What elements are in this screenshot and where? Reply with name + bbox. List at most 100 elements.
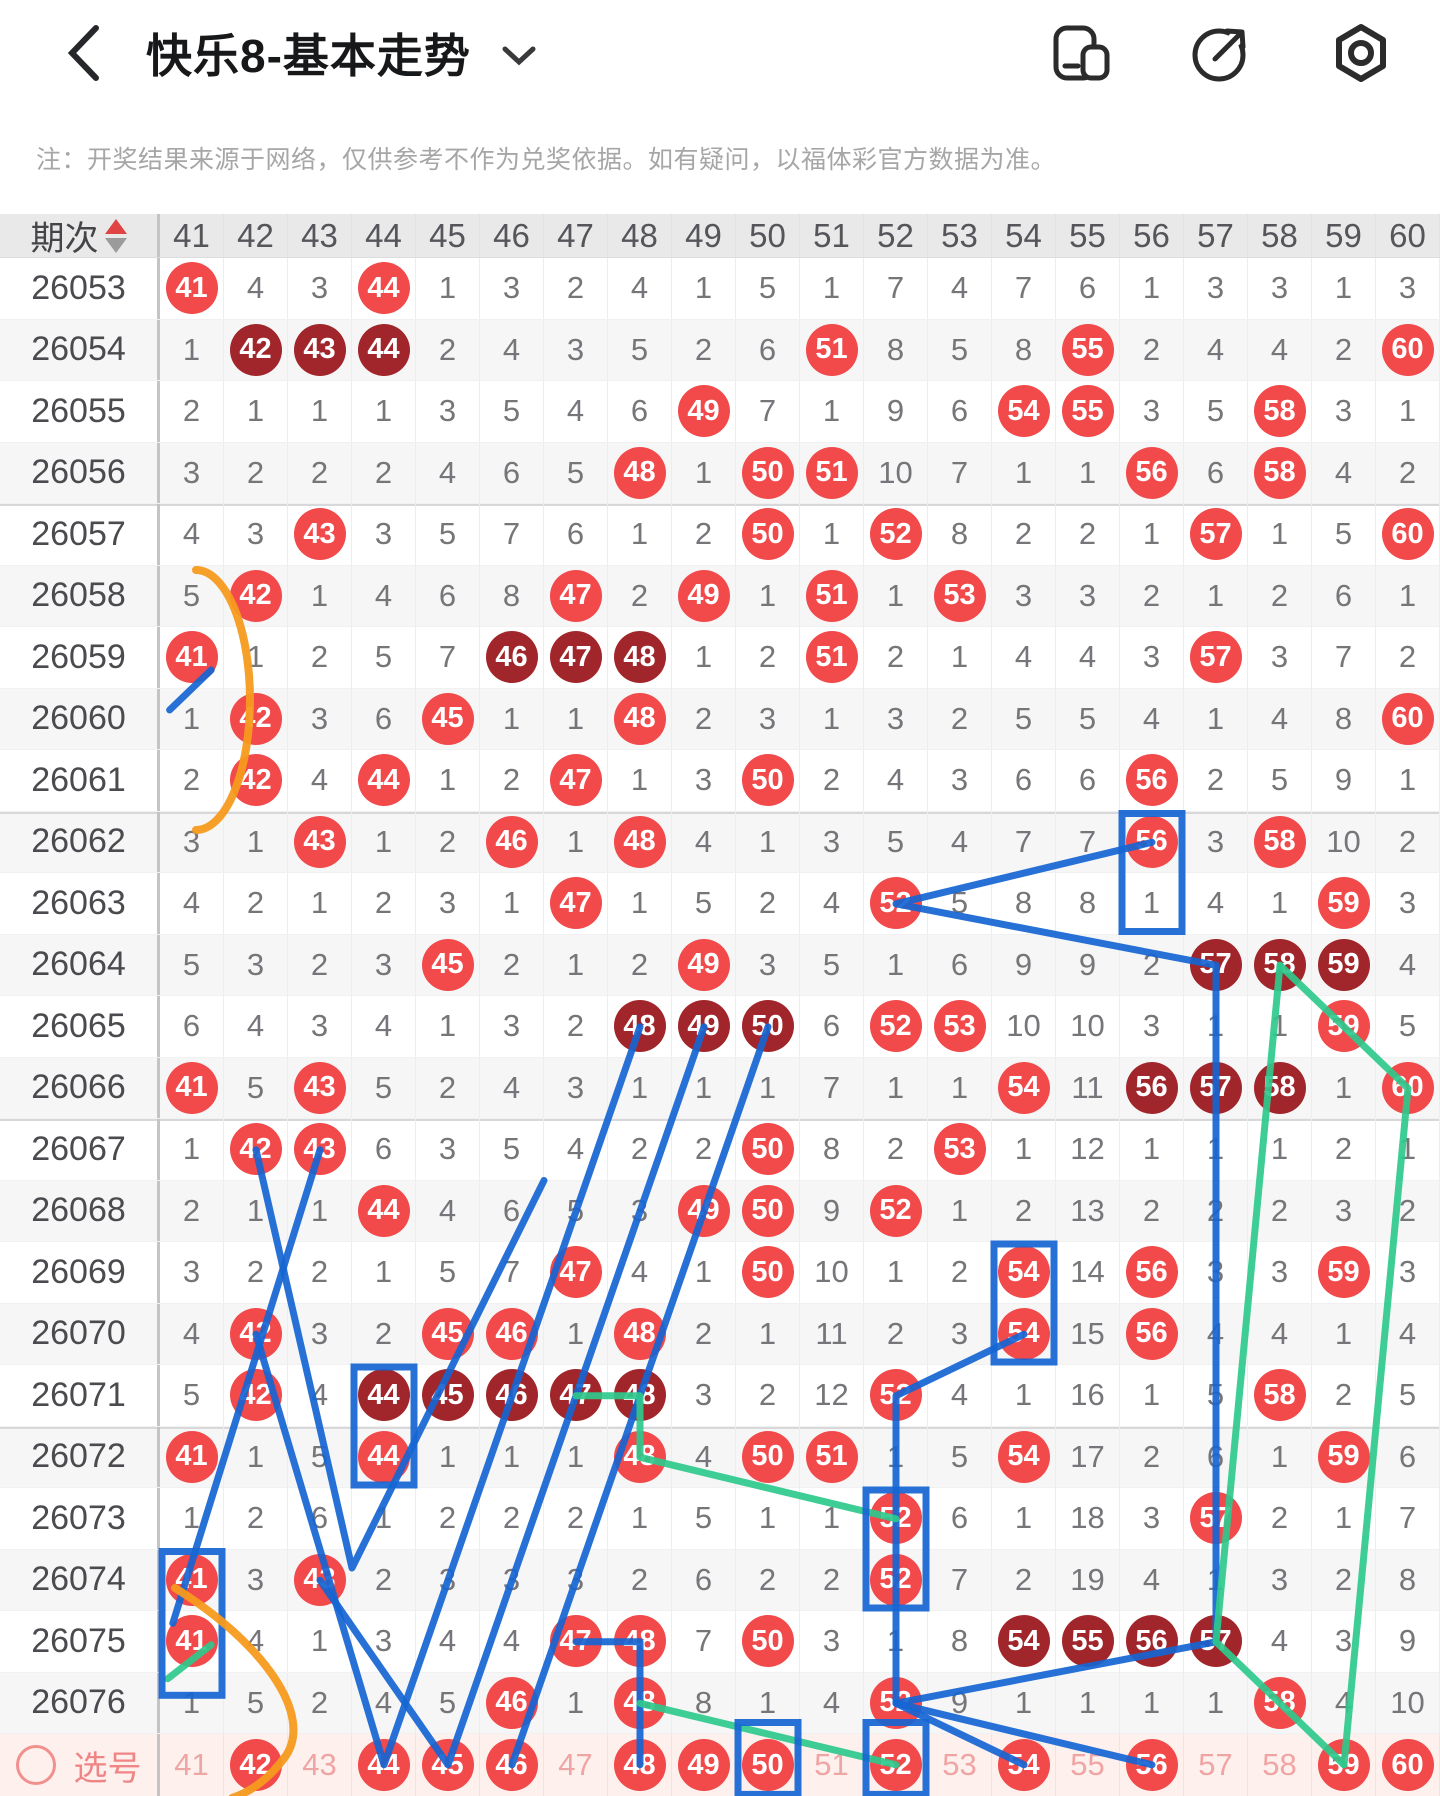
share-button[interactable]	[1190, 22, 1252, 84]
trend-row-26055: 26055 2 1 1 1 3 5 4 6 49 7 1 9 6 54 55 3 5 58 3 1	[0, 381, 1440, 443]
number-ball[interactable]: 46	[485, 1739, 538, 1791]
period-label: 26074	[0, 1549, 160, 1610]
number-ball: 52	[869, 1369, 922, 1422]
pick-ball-54[interactable]: 54	[992, 1734, 1056, 1796]
trend-cell: 10	[800, 1242, 864, 1303]
number-ball[interactable]: 50	[741, 1739, 794, 1791]
trend-cell: 3	[544, 319, 608, 380]
pick-ball-42[interactable]: 42	[224, 1734, 288, 1796]
pick-ball-60[interactable]: 60	[1376, 1734, 1440, 1796]
pick-ball-48[interactable]: 48	[608, 1734, 672, 1796]
trend-cell: 1	[1312, 1488, 1376, 1549]
page-title: 快乐8-基本走势	[146, 30, 471, 82]
trend-cell: 1	[1184, 1549, 1248, 1610]
number-ball[interactable]: 44	[357, 1739, 410, 1791]
number-ball: 43	[293, 1123, 346, 1176]
pick-radio-icon[interactable]	[15, 1745, 56, 1785]
trend-cell: 2	[480, 934, 544, 995]
trend-ball: 50	[736, 1180, 800, 1241]
number-ball: 42	[229, 1123, 282, 1176]
trend-cell: 2	[1312, 319, 1376, 380]
trend-cell: 1	[416, 1426, 480, 1487]
pick-ball-59[interactable]: 59	[1312, 1734, 1376, 1796]
pick-ball-52[interactable]: 52	[864, 1734, 928, 1796]
number-ball[interactable]: 45	[421, 1739, 474, 1791]
trend-cell: 1	[1120, 1119, 1184, 1180]
number-ball: 48	[613, 1307, 666, 1360]
trend-cell: 6	[992, 750, 1056, 811]
pick-ball-46[interactable]: 46	[480, 1734, 544, 1796]
column-header-56: 56	[1120, 214, 1184, 257]
number-ball: 45	[421, 1307, 474, 1360]
number-ball: 50	[741, 1430, 794, 1483]
trend-ball: 58	[1248, 811, 1312, 872]
number-ball[interactable]: 48	[613, 1739, 666, 1791]
trend-cell: 2	[608, 934, 672, 995]
column-header-49: 49	[672, 214, 736, 257]
pick-ball-50[interactable]: 50	[736, 1734, 800, 1796]
trend-ball: 58	[1248, 1057, 1312, 1118]
trend-cell: 3	[800, 1611, 864, 1672]
pick-number-53[interactable]: 53	[928, 1734, 992, 1796]
trend-cell: 4	[1376, 934, 1440, 995]
period-label: 26073	[0, 1488, 160, 1549]
pick-number-47[interactable]: 47	[544, 1734, 608, 1796]
trend-cell: 14	[1056, 1242, 1120, 1303]
trend-cell: 6	[608, 381, 672, 442]
number-ball[interactable]: 49	[677, 1739, 730, 1791]
trend-cell: 2	[928, 1242, 992, 1303]
trend-cell: 5	[352, 1057, 416, 1118]
trend-cell: 5	[160, 565, 224, 626]
trend-cell: 3	[160, 811, 224, 872]
trend-cell: 3	[544, 1057, 608, 1118]
trend-cell: 1	[1120, 504, 1184, 565]
trend-ball: 53	[928, 565, 992, 626]
pick-row-label[interactable]: 选号	[0, 1734, 160, 1796]
trend-cell: 1	[1248, 1426, 1312, 1487]
number-ball[interactable]: 59	[1317, 1739, 1370, 1791]
trend-cell: 6	[160, 996, 224, 1057]
number-ball: 50	[741, 1615, 794, 1668]
sort-icon[interactable]	[104, 218, 127, 253]
trend-ball: 57	[1184, 627, 1248, 688]
title-dropdown[interactable]	[501, 46, 537, 71]
trend-cell: 15	[1056, 1303, 1120, 1364]
number-ball[interactable]: 56	[1125, 1739, 1178, 1791]
number-ball[interactable]: 54	[997, 1739, 1050, 1791]
trend-ball: 47	[544, 1611, 608, 1672]
pick-number-43[interactable]: 43	[288, 1734, 352, 1796]
number-ball: 50	[741, 446, 794, 499]
settings-button[interactable]	[1330, 22, 1392, 84]
pick-ball-56[interactable]: 56	[1120, 1734, 1184, 1796]
pick-number-41[interactable]: 41	[160, 1734, 224, 1796]
trend-table: 期次 41 42 43 44 45 46 47 48 49 50 51 52 53 54 55 56 57 58 59…	[0, 214, 1440, 1796]
floating-window-button[interactable]	[1050, 22, 1112, 84]
trend-cell: 2	[1056, 504, 1120, 565]
trend-cell: 5	[1184, 1365, 1248, 1426]
trend-cell: 4	[608, 258, 672, 319]
pick-ball-45[interactable]: 45	[416, 1734, 480, 1796]
trend-cell: 4	[224, 258, 288, 319]
number-ball[interactable]: 42	[229, 1739, 282, 1791]
pick-number-55[interactable]: 55	[1056, 1734, 1120, 1796]
pick-ball-49[interactable]: 49	[672, 1734, 736, 1796]
pick-number-58[interactable]: 58	[1248, 1734, 1312, 1796]
trend-cell: 2	[1376, 627, 1440, 688]
period-column-header[interactable]: 期次	[0, 214, 160, 258]
pick-number-57[interactable]: 57	[1184, 1734, 1248, 1796]
trend-ball: 41	[160, 258, 224, 319]
trend-ball: 56	[1120, 1242, 1184, 1303]
trend-cell: 1	[1056, 1672, 1120, 1733]
trend-cell: 2	[288, 1242, 352, 1303]
pick-number-51[interactable]: 51	[800, 1734, 864, 1796]
pick-ball-44[interactable]: 44	[352, 1734, 416, 1796]
number-ball[interactable]: 52	[869, 1739, 922, 1791]
trend-ball: 44	[352, 258, 416, 319]
topbar-actions	[1050, 0, 1440, 106]
number-ball: 60	[1381, 692, 1434, 745]
back-button[interactable]	[64, 22, 104, 84]
trend-ball: 55	[1056, 1611, 1120, 1672]
trend-cell: 1	[672, 258, 736, 319]
number-ball[interactable]: 60	[1381, 1739, 1434, 1791]
trend-cell: 3	[416, 381, 480, 442]
